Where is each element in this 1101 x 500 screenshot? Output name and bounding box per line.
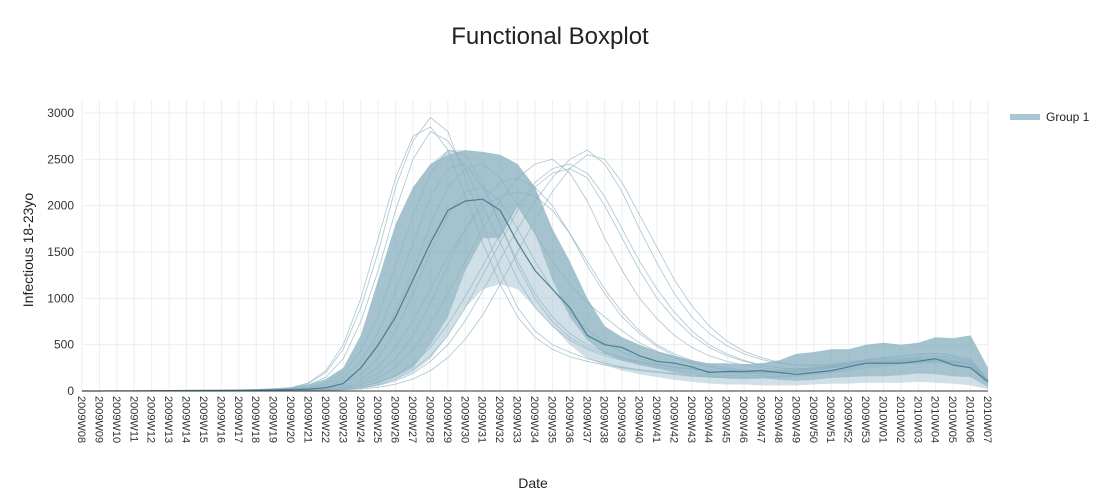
x-tick-label: 2009W50 [807, 396, 819, 443]
x-tick-label: 2009W10 [110, 396, 122, 443]
x-tick-label: 2009W44 [702, 396, 714, 443]
x-tick-label: 2009W08 [75, 396, 87, 443]
x-tick-label: 2009W24 [354, 396, 366, 443]
x-tick-label: 2009W35 [545, 396, 557, 443]
x-tick-label: 2009W41 [650, 396, 662, 443]
x-tick-label: 2009W40 [633, 396, 645, 443]
y-tick-label: 3000 [47, 106, 74, 120]
x-tick-label: 2009W34 [528, 396, 540, 443]
x-tick-label: 2009W28 [424, 396, 436, 443]
x-tick-label: 2009W31 [476, 396, 488, 443]
x-tick-label: 2009W33 [511, 396, 523, 443]
x-tick-label: 2009W13 [162, 396, 174, 443]
x-tick-label: 2009W43 [685, 396, 697, 443]
x-tick-label: 2010W07 [981, 396, 993, 443]
legend[interactable]: Group 1 [1010, 110, 1090, 124]
x-tick-label: 2009W14 [180, 396, 192, 443]
x-tick-label: 2009W53 [859, 396, 871, 443]
x-axis-label: Date [518, 475, 548, 491]
chart-title: Functional Boxplot [451, 23, 649, 50]
x-tick-label: 2009W20 [284, 396, 296, 443]
y-axis-ticks: 0 500 1000 1500 2000 2500 3000 [47, 106, 74, 398]
legend-label-group-1: Group 1 [1046, 110, 1090, 124]
central-50-band [82, 150, 988, 391]
x-tick-label: 2010W03 [911, 396, 923, 443]
x-tick-label: 2010W01 [877, 396, 889, 443]
y-tick-label: 500 [54, 338, 74, 352]
x-tick-label: 2009W32 [493, 396, 505, 443]
y-tick-label: 1500 [47, 245, 74, 259]
x-tick-label: 2009W29 [441, 396, 453, 443]
x-tick-label: 2009W21 [302, 396, 314, 443]
x-tick-label: 2010W02 [894, 396, 906, 443]
y-tick-label: 2000 [47, 199, 74, 213]
x-tick-label: 2009W37 [580, 396, 592, 443]
y-tick-label: 1000 [47, 291, 74, 305]
median-curve [82, 198, 989, 392]
x-tick-label: 2009W16 [214, 396, 226, 443]
x-tick-label: 2009W09 [92, 396, 104, 443]
x-tick-label: 2010W05 [946, 396, 958, 443]
x-tick-label: 2009W49 [789, 396, 801, 443]
x-tick-label: 2010W06 [964, 396, 976, 443]
x-tick-label: 2009W15 [197, 396, 209, 443]
y-axis-label: Infectious 18-23yo [20, 193, 36, 308]
x-tick-label: 2009W17 [232, 396, 244, 443]
x-tick-label: 2009W26 [389, 396, 401, 443]
x-tick-label: 2009W23 [336, 396, 348, 443]
median-layer [82, 198, 989, 392]
y-tick-label: 0 [67, 384, 74, 398]
x-tick-label: 2009W19 [267, 396, 279, 443]
x-tick-label: 2009W45 [720, 396, 732, 443]
x-tick-label: 2009W47 [755, 396, 767, 443]
x-tick-label: 2009W30 [458, 396, 470, 443]
x-tick-label: 2009W12 [145, 396, 157, 443]
x-tick-label: 2009W27 [406, 396, 418, 443]
x-tick-label: 2009W11 [127, 396, 139, 442]
y-tick-label: 2500 [47, 152, 74, 166]
x-tick-label: 2009W36 [563, 396, 575, 443]
x-tick-label: 2009W39 [615, 396, 627, 443]
x-tick-label: 2009W25 [371, 396, 383, 443]
x-tick-label: 2009W48 [772, 396, 784, 443]
x-tick-label: 2010W04 [929, 396, 941, 443]
x-tick-label: 2009W38 [598, 396, 610, 443]
x-tick-label: 2009W42 [667, 396, 679, 443]
x-tick-label: 2009W46 [737, 396, 749, 443]
x-tick-label: 2009W22 [319, 396, 331, 443]
x-axis-ticks: 2009W08 2009W09 2009W10 2009W11 2009W12 2009W… [75, 396, 993, 443]
x-tick-label: 2009W52 [842, 396, 854, 443]
legend-swatch-group-1 [1010, 114, 1040, 120]
x-tick-label: 2009W18 [249, 396, 261, 443]
x-tick-label: 2009W51 [824, 396, 836, 443]
